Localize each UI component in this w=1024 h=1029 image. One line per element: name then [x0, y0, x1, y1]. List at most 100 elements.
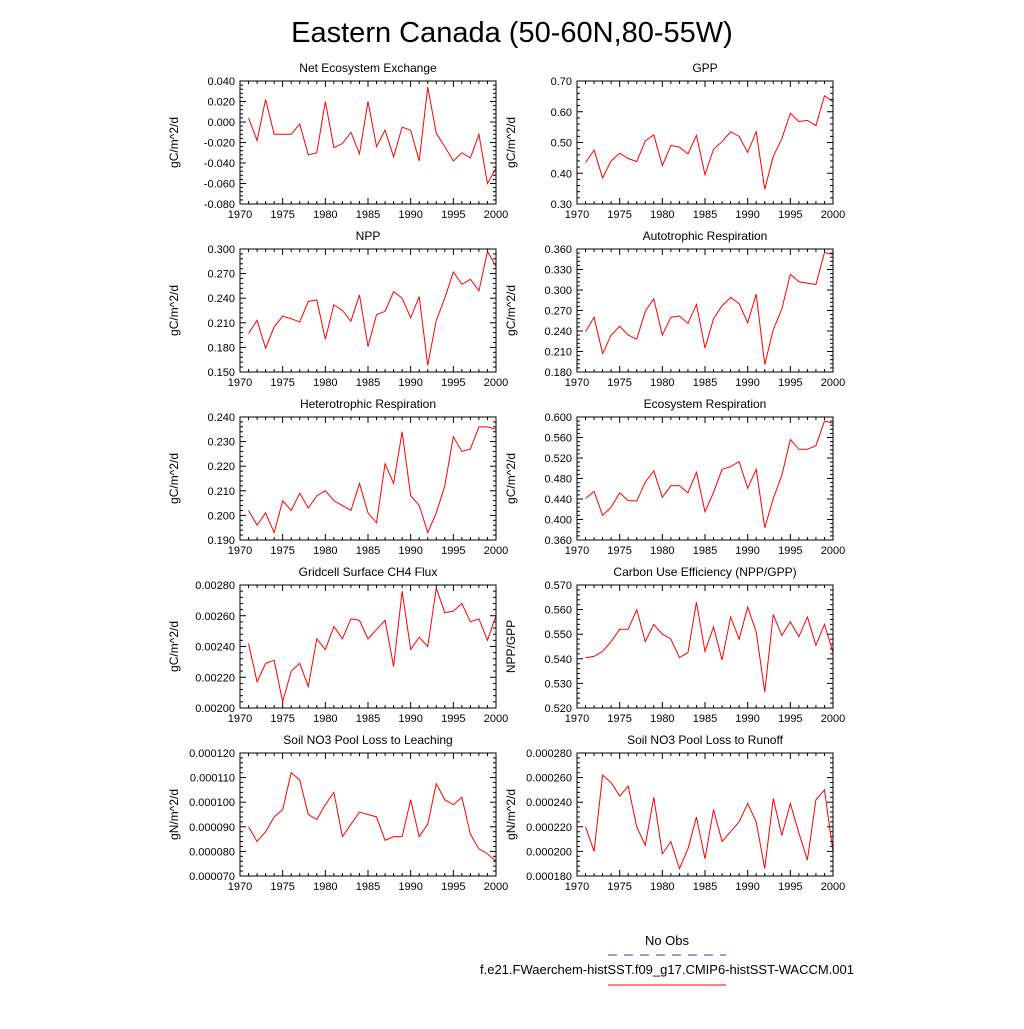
x-tick-label: 1970	[228, 377, 252, 389]
y-tick-label: 0.000260	[526, 773, 572, 785]
x-tick-label: 1980	[313, 713, 337, 725]
x-tick-label: 1995	[778, 377, 802, 389]
y-tick-label: 0.30	[551, 199, 572, 211]
chart-title: Autotrophic Respiration	[643, 229, 768, 243]
x-tick-label: 1970	[565, 545, 589, 557]
y-tick-label: 0.300	[207, 244, 235, 256]
y-tick-label: 0.000	[207, 117, 235, 129]
x-tick-label: 1970	[565, 881, 589, 893]
x-tick-label: 1995	[778, 713, 802, 725]
chart-panel-8: Soil NO3 Pool Loss to Leaching gN/m^2/d 19…	[167, 733, 508, 893]
y-axis-label: gC/m^2/d	[504, 285, 518, 336]
y-tick-label: 0.000280	[526, 748, 572, 760]
chart-panel-2: NPP gC/m^2/d 1970 1975 1980 1985 1990 1995 2000 0…	[167, 229, 508, 389]
chart-panel-6: Gridcell Surface CH4 Flux gC/m^2/d 1970 197…	[167, 565, 508, 725]
x-tick-label: 1980	[650, 881, 674, 893]
x-tick-label: 2000	[484, 377, 508, 389]
chart-title: NPP	[356, 229, 381, 243]
series-line	[248, 87, 497, 185]
plot-frame	[239, 248, 497, 373]
y-tick-label: 0.360	[544, 535, 572, 547]
x-tick-label: 1980	[650, 377, 674, 389]
x-tick-label: 1990	[735, 377, 759, 389]
x-tick-label: 1980	[313, 209, 337, 221]
y-tick-label: 0.200	[207, 510, 235, 522]
x-tick-label: 1975	[607, 545, 631, 557]
y-tick-label: 0.530	[544, 678, 572, 690]
y-tick-label: 0.270	[207, 269, 235, 281]
x-tick-label: 1990	[398, 377, 422, 389]
y-tick-label: 0.210	[544, 347, 572, 359]
y-tick-label: 0.000240	[526, 797, 572, 809]
x-tick-label: 1980	[313, 881, 337, 893]
plot-frame	[239, 80, 497, 205]
chart-title: GPP	[692, 61, 717, 75]
y-tick-label: 0.560	[544, 433, 572, 445]
chart-panel-4: Heterotrophic Respiration gC/m^2/d 1970 197…	[167, 397, 508, 557]
y-axis-label: gC/m^2/d	[504, 453, 518, 504]
x-tick-label: 1975	[270, 209, 294, 221]
x-tick-label: 2000	[821, 209, 845, 221]
chart-title: Carbon Use Efficiency (NPP/GPP)	[613, 565, 796, 579]
series-line	[248, 426, 497, 535]
chart-title: Heterotrophic Respiration	[300, 397, 436, 411]
y-tick-label: -0.020	[204, 138, 235, 150]
x-tick-label: 1985	[693, 713, 717, 725]
x-tick-label: 1990	[735, 881, 759, 893]
y-tick-label: 0.240	[544, 326, 572, 338]
y-tick-label: -0.040	[204, 158, 235, 170]
y-tick-label: 0.000200	[526, 846, 572, 858]
y-axis-label: gC/m^2/d	[167, 117, 181, 168]
x-tick-label: 1990	[735, 209, 759, 221]
y-tick-label: 0.240	[207, 412, 235, 424]
chart-title: Gridcell Surface CH4 Flux	[299, 565, 438, 579]
y-tick-label: 0.550	[544, 629, 572, 641]
chart-panel-0: Net Ecosystem Exchange gC/m^2/d 1970 1975 19…	[167, 61, 508, 221]
y-tick-label: 0.560	[544, 605, 572, 617]
x-tick-label: 1970	[565, 713, 589, 725]
y-tick-label: 0.520	[544, 453, 572, 465]
y-tick-label: 0.440	[544, 494, 572, 506]
chart-panel-3: Autotrophic Respiration gC/m^2/d 1970 1975 1…	[504, 229, 845, 389]
x-tick-label: 1985	[356, 545, 380, 557]
series-line	[248, 771, 497, 862]
legend-label-no-obs: No Obs	[645, 933, 690, 948]
y-tick-label: 0.00200	[195, 703, 235, 715]
y-tick-label: 0.240	[207, 293, 235, 305]
y-axis-label: gC/m^2/d	[167, 453, 181, 504]
x-tick-label: 1970	[565, 377, 589, 389]
y-tick-label: 0.540	[544, 654, 572, 666]
y-tick-label: 0.230	[207, 437, 235, 449]
x-tick-label: 1985	[693, 209, 717, 221]
x-tick-label: 1995	[441, 209, 465, 221]
y-tick-label: 0.00240	[195, 642, 235, 654]
x-tick-label: 2000	[484, 545, 508, 557]
y-tick-label: 0.270	[544, 306, 572, 318]
y-tick-label: 0.520	[544, 703, 572, 715]
y-tick-label: 0.480	[544, 474, 572, 486]
series-line	[585, 602, 834, 693]
x-tick-label: 1995	[441, 545, 465, 557]
y-tick-label: 0.220	[207, 461, 235, 473]
x-tick-label: 1980	[313, 377, 337, 389]
chart-title: Soil NO3 Pool Loss to Leaching	[283, 733, 452, 747]
x-tick-label: 1985	[356, 713, 380, 725]
y-tick-label: 0.60	[551, 107, 572, 119]
y-tick-label: 0.400	[544, 515, 572, 527]
plot-frame	[576, 248, 834, 373]
x-tick-label: 1995	[441, 713, 465, 725]
x-tick-label: 1990	[398, 881, 422, 893]
x-tick-label: 1975	[607, 881, 631, 893]
x-tick-label: 1975	[607, 377, 631, 389]
y-tick-label: 0.000110	[190, 773, 235, 785]
x-tick-label: 1995	[778, 881, 802, 893]
x-tick-label: 1995	[441, 881, 465, 893]
y-axis-label: gC/m^2/d	[167, 285, 181, 336]
chart-panel-5: Ecosystem Respiration gC/m^2/d 1970 1975 198…	[504, 397, 845, 557]
y-tick-label: -0.080	[204, 199, 235, 211]
x-tick-label: 1980	[313, 545, 337, 557]
x-tick-label: 2000	[821, 377, 845, 389]
x-tick-label: 1975	[607, 713, 631, 725]
x-tick-label: 1995	[441, 377, 465, 389]
